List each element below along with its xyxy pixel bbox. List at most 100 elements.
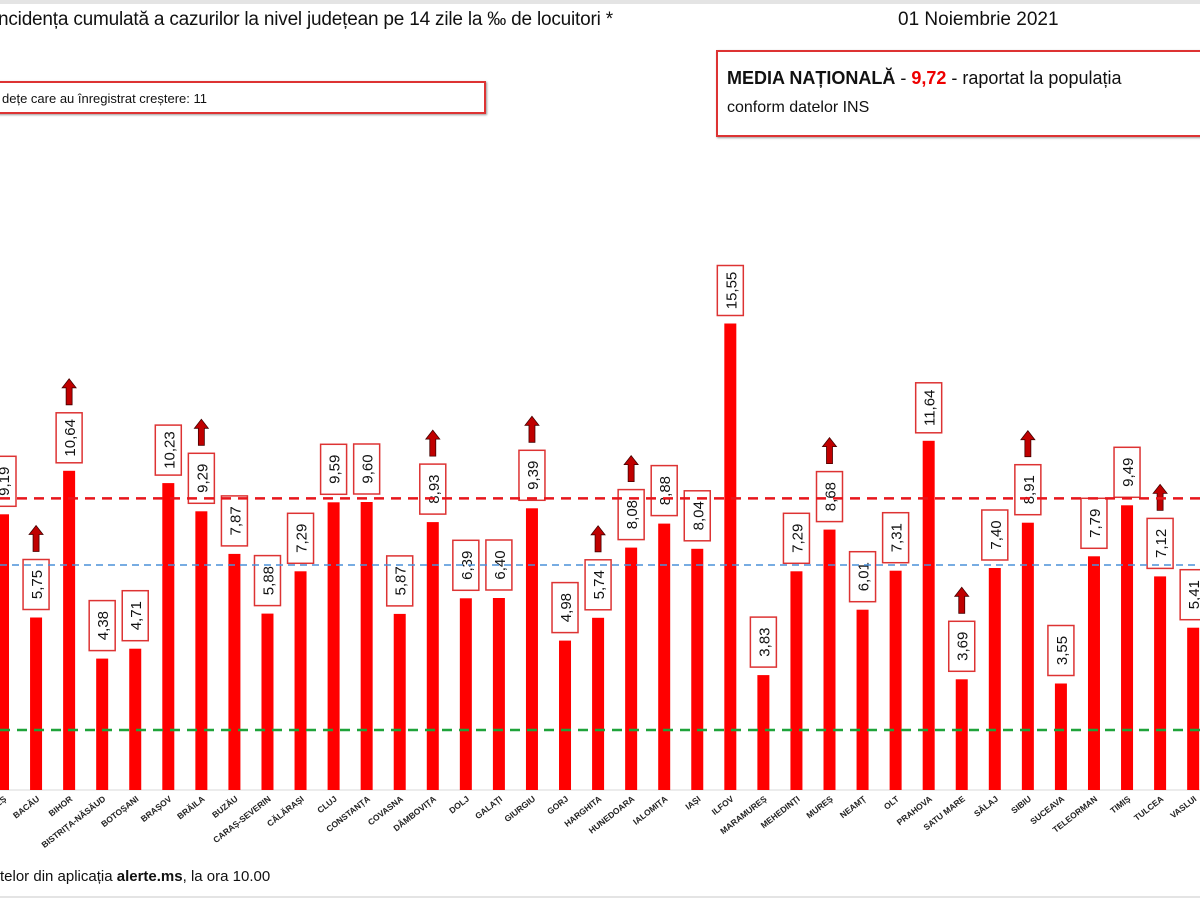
data-label: 5,41 <box>1186 580 1200 609</box>
data-label: 5,75 <box>29 570 46 599</box>
data-label: 7,87 <box>227 506 244 535</box>
data-label: 9,49 <box>1120 458 1137 487</box>
data-label: 7,40 <box>988 520 1005 549</box>
data-label: 8,08 <box>624 500 641 529</box>
x-tick-label: VASLUI <box>1168 794 1198 821</box>
bar-sălaj <box>988 568 1001 790</box>
bar-constanța <box>360 502 373 790</box>
data-label-box <box>1146 517 1174 570</box>
bar-harghita <box>592 617 605 790</box>
data-label: 5,74 <box>591 570 608 599</box>
bar-maramureș <box>757 675 770 790</box>
x-tick-label: SIBIU <box>1009 794 1033 816</box>
top-border <box>0 0 1200 4</box>
increase-count-text: dețe care au înregistrat creștere: 11 <box>2 91 207 106</box>
data-label-box <box>22 558 50 611</box>
data-label: 7,12 <box>1153 529 1170 558</box>
x-tick-label: BRĂILA <box>175 794 206 822</box>
data-label-box <box>121 589 149 642</box>
x-tick-label: MUREȘ <box>804 793 835 820</box>
x-tick-label: TIMIȘ <box>1108 793 1132 815</box>
data-label-box <box>650 464 678 517</box>
sep1: - <box>895 68 912 88</box>
data-label: 4,38 <box>95 611 112 640</box>
data-label-box <box>352 443 381 495</box>
national-average-line: MEDIA NAȚIONALĂ - 9,72 - raportat la pop… <box>727 68 1121 89</box>
increase-arrow-icon <box>424 429 441 457</box>
data-label: 3,83 <box>756 627 773 656</box>
bar-giurgiu <box>525 508 538 790</box>
data-label-box <box>815 470 844 523</box>
data-label: 4,98 <box>558 593 575 622</box>
increase-arrow-icon <box>524 415 540 443</box>
x-tick-label: GORJ <box>545 794 570 817</box>
bar-prahova <box>922 440 935 790</box>
bar-timiș <box>1121 505 1134 790</box>
increase-arrow-icon <box>821 436 838 464</box>
data-label-box <box>319 443 348 496</box>
footnote-time: , la ora 10.00 <box>182 868 271 885</box>
x-tick-label: IAȘI <box>683 794 702 812</box>
data-label: 11,64 <box>922 390 939 426</box>
data-label: 10,23 <box>161 431 178 469</box>
bar-suceava <box>1054 683 1067 790</box>
data-label: 7,79 <box>1087 509 1104 538</box>
bar-caraș-severin <box>261 613 274 790</box>
x-tick-label: BACĂU <box>11 794 41 821</box>
x-tick-label: GIURGIU <box>502 794 537 824</box>
data-label-box <box>782 512 811 565</box>
national-average-source: conform datelor INS <box>727 99 870 116</box>
increase-arrow-icon <box>61 378 77 406</box>
national-average-label: MEDIA NAȚIONALĂ <box>727 68 896 88</box>
data-label-box <box>947 620 976 673</box>
bar-argeș <box>0 514 9 790</box>
footnote-source: alerte.ms <box>116 868 183 885</box>
data-label: 10,64 <box>62 419 79 457</box>
chart-title: ncidența cumulată a cazurilor la nivel j… <box>0 9 613 30</box>
increase-arrow-icon <box>193 418 210 446</box>
data-label: 9,29 <box>194 464 211 493</box>
data-label: 9,39 <box>525 461 542 490</box>
increase-arrow-icon <box>623 454 639 482</box>
bar-mureș <box>823 529 836 790</box>
x-tick-label: BRAȘOV <box>139 793 174 823</box>
data-label-box <box>716 264 745 317</box>
bar-cluj <box>327 502 340 790</box>
x-tick-label: BUZĂU <box>210 794 240 820</box>
data-label: 8,93 <box>426 474 443 503</box>
data-label-box <box>286 512 315 565</box>
bar-olt <box>889 570 902 790</box>
x-tick-label: OLT <box>882 793 902 811</box>
bar-galați <box>492 598 505 790</box>
x-tick-label: ARGEȘ <box>0 793 8 820</box>
data-label-box <box>749 616 778 668</box>
x-tick-label: NEAMȚ <box>838 793 869 820</box>
data-label-box <box>1080 497 1108 550</box>
data-label: 6,39 <box>459 551 476 580</box>
bar-tulcea <box>1154 576 1167 790</box>
x-tick-label: DOLJ <box>447 794 471 816</box>
data-label-box <box>1113 446 1141 499</box>
bar-teleorman <box>1087 556 1100 790</box>
data-label: 8,68 <box>823 482 840 511</box>
national-average-text: raportat la populația <box>962 68 1122 88</box>
x-tick-label: SĂLAJ <box>972 794 1000 819</box>
bar-brăila <box>195 511 208 790</box>
x-tick-label: GALAȚI <box>473 794 504 821</box>
increase-arrow-icon <box>953 586 970 614</box>
x-tick-label: CARAȘ-SEVERIN <box>211 794 273 845</box>
bar-botoșani <box>129 648 142 790</box>
bar-sibiu <box>1021 522 1034 790</box>
data-label-box <box>551 581 579 634</box>
data-label-box <box>1047 624 1075 677</box>
bar-bihor <box>63 470 76 790</box>
data-label: 9,60 <box>360 454 377 483</box>
data-label-box <box>1179 568 1200 621</box>
data-label: 5,88 <box>260 566 277 595</box>
x-tick-label: BIHOR <box>47 794 75 819</box>
data-label-box <box>253 554 282 607</box>
bar-bistrița-năsăud <box>96 658 109 790</box>
increase-arrow-icon <box>28 524 44 552</box>
data-label-box <box>881 511 910 564</box>
